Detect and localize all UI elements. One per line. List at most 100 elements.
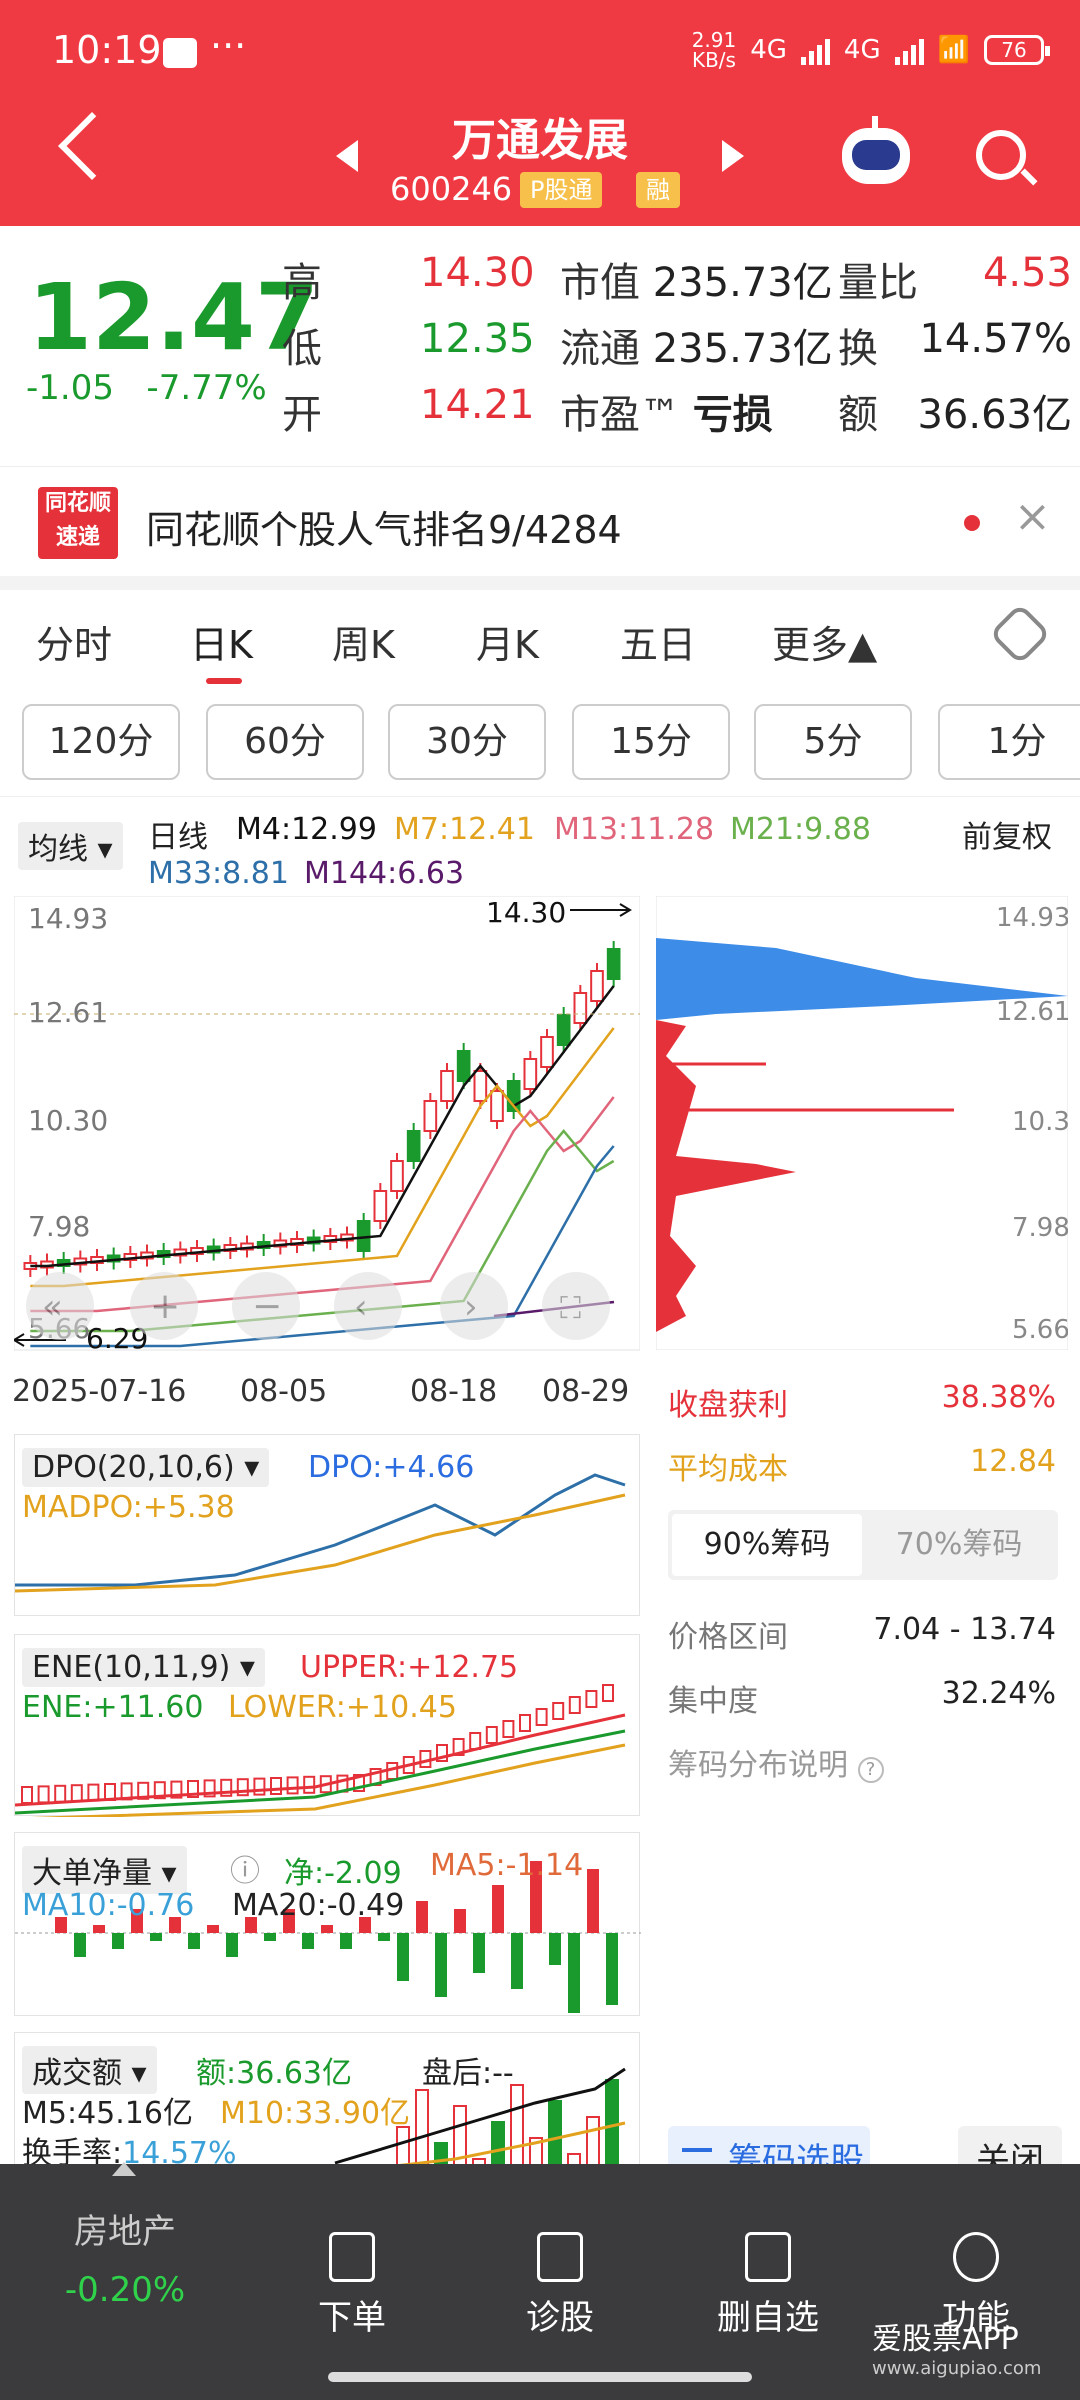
candle-body <box>390 1160 404 1192</box>
diagnose-button[interactable]: 诊股 <box>480 2232 640 2339</box>
ene-candle <box>502 1720 515 1738</box>
pan-left-icon[interactable]: ‹ <box>354 1287 368 1327</box>
ene-candle <box>236 1778 249 1797</box>
zoom-left-far-icon[interactable]: « <box>42 1287 63 1327</box>
ma-m13: M13:11.28 <box>554 812 715 847</box>
mcap-label: 市值 <box>560 260 640 306</box>
stock-name: 万通发展 <box>452 115 628 166</box>
popularity-notice[interactable]: 同花顺 速递 同花顺个股人气排名9/4284 × <box>0 466 1080 576</box>
chip-tab-group: 90%筹码 70%筹码 <box>668 1510 1058 1580</box>
ene-candle <box>535 1708 548 1726</box>
ene-candle <box>220 1778 233 1797</box>
tab-five-day[interactable]: 五日 <box>620 623 697 667</box>
signal-icon-2 <box>894 35 924 65</box>
bigorder-selector[interactable]: 大单净量 ▾ <box>22 1846 187 1894</box>
volume-selector[interactable]: 成交额 ▾ <box>22 2046 157 2094</box>
volume-bar <box>605 2079 619 2183</box>
dpo-value: DPO:+4.66 <box>308 1450 475 1485</box>
active-tab-indicator <box>206 678 242 684</box>
pan-right-icon[interactable]: › <box>464 1287 478 1327</box>
menu-icon <box>953 2232 999 2282</box>
period-30[interactable]: 30分 <box>388 704 546 780</box>
open-value: 14.21 <box>420 382 535 428</box>
candle-body <box>440 1070 454 1102</box>
ene-candle <box>519 1714 531 1732</box>
more-notifications-icon: ··· <box>210 24 247 68</box>
bigorder-ma5: MA5:-1.14 <box>430 1848 584 1883</box>
app-notification-icon <box>163 38 197 68</box>
y-tick-top: 14.93 <box>28 902 108 935</box>
profit-value: 38.38% <box>941 1380 1056 1415</box>
close-notice-icon[interactable]: × <box>1014 491 1051 542</box>
zoom-out-icon[interactable]: − <box>252 1286 282 1327</box>
bigorder-bar <box>435 1933 447 1997</box>
bigorder-bar <box>397 1933 409 1981</box>
sector-name[interactable]: 房地产 <box>74 2212 176 2252</box>
notice-text: 同花顺个股人气排名9/4284 <box>146 508 622 552</box>
ene-candle <box>153 1781 166 1800</box>
tab-weekly-k[interactable]: 周K <box>332 623 395 667</box>
tab-chip-70[interactable]: 70%筹码 <box>895 1527 1023 1562</box>
kline-chart[interactable]: 14.93 12.61 10.30 7.98 5.66 14.30 6.29 «… <box>14 896 640 1356</box>
status-bar: 10:19 ··· 2.91 KB/s 4G 4G 📶 76 <box>0 0 1080 100</box>
chip-distribution[interactable]: 14.93 12.61 10.3 7.98 5.66 <box>656 896 1068 1350</box>
prev-stock-icon[interactable] <box>336 140 358 172</box>
net-speed: 2.91 KB/s <box>691 28 737 72</box>
y-tick-4: 7.98 <box>28 1210 90 1243</box>
bigorder-bar <box>112 1933 124 1949</box>
range-value: 7.04 - 13.74 <box>873 1612 1056 1647</box>
bigorder-bar <box>93 1925 105 1933</box>
sector-up-icon <box>112 2162 136 2176</box>
next-stock-icon[interactable] <box>722 140 744 172</box>
tab-intraday[interactable]: 分时 <box>36 623 113 667</box>
bigorder-bar <box>511 1933 523 1989</box>
dpo-selector[interactable]: DPO(20,10,6) ▾ <box>22 1448 270 1487</box>
tab-more[interactable]: 更多▲ <box>772 623 878 667</box>
functions-button[interactable]: 功能 <box>896 2232 1056 2339</box>
tab-monthly-k[interactable]: 月K <box>476 623 539 667</box>
chip-tick-1: 14.93 <box>996 903 1068 933</box>
period-60[interactable]: 60分 <box>206 704 364 780</box>
candle-body <box>506 1080 521 1112</box>
period-120[interactable]: 120分 <box>22 704 180 780</box>
quote-panel: 12.47 -1.05 -7.77% 高 14.30 低 12.35 开 14.… <box>0 236 1080 456</box>
candle-body <box>473 1070 488 1102</box>
bigorder-bar <box>340 1933 352 1949</box>
ene-candle <box>436 1744 448 1762</box>
low-label: 低 <box>282 326 322 372</box>
period-1[interactable]: 1分 <box>938 704 1080 780</box>
profit-label: 收盘获利 <box>668 1388 788 1423</box>
bigorder-ma20: MA20:-0.49 <box>232 1888 405 1923</box>
bigorder-bar <box>245 1917 257 1933</box>
y-tick-3: 10.30 <box>28 1104 108 1137</box>
ene-candle <box>70 1784 83 1803</box>
zoom-in-icon[interactable]: + <box>150 1286 180 1327</box>
ene-candle <box>303 1775 316 1794</box>
battery-icon: 76 <box>984 35 1050 65</box>
minute-periods: 120分 60分 30分 15分 5分 1分 <box>22 700 1080 784</box>
remove-watchlist-button[interactable]: 删自选 <box>688 2232 848 2339</box>
ene-selector[interactable]: ENE(10,11,9) ▾ <box>22 1648 265 1687</box>
period-5[interactable]: 5分 <box>754 704 912 780</box>
fullscreen-icon[interactable]: ⛶ <box>560 1291 581 1326</box>
adjust-mode[interactable]: 前复权 <box>962 820 1052 855</box>
bigorder-help-icon[interactable]: ⓘ <box>230 1854 260 1889</box>
ene-candle <box>37 1785 50 1804</box>
bigorder-bar <box>283 1909 295 1933</box>
home-indicator[interactable] <box>328 2372 752 2382</box>
cost-label: 平均成本 <box>668 1452 788 1487</box>
tab-daily-k[interactable]: 日K <box>190 623 253 667</box>
chip-explain-link[interactable]: 筹码分布说明 ? <box>668 1740 884 1784</box>
ma-selector[interactable]: 均线 ▾ <box>18 822 123 870</box>
robot-assistant-icon[interactable] <box>842 116 910 184</box>
ene-lower: LOWER:+10.45 <box>228 1690 457 1725</box>
date-2: 08-05 <box>240 1374 328 1409</box>
period-15[interactable]: 15分 <box>572 704 730 780</box>
ene-candle <box>469 1732 482 1750</box>
ene-candle <box>602 1684 614 1702</box>
tab-chip-90[interactable]: 90%筹码 <box>672 1514 862 1576</box>
sector-change: -0.20% <box>64 2270 186 2310</box>
remove-watchlist-icon <box>745 2232 791 2282</box>
order-button[interactable]: 下单 <box>272 2232 432 2339</box>
search-icon[interactable] <box>976 130 1026 180</box>
